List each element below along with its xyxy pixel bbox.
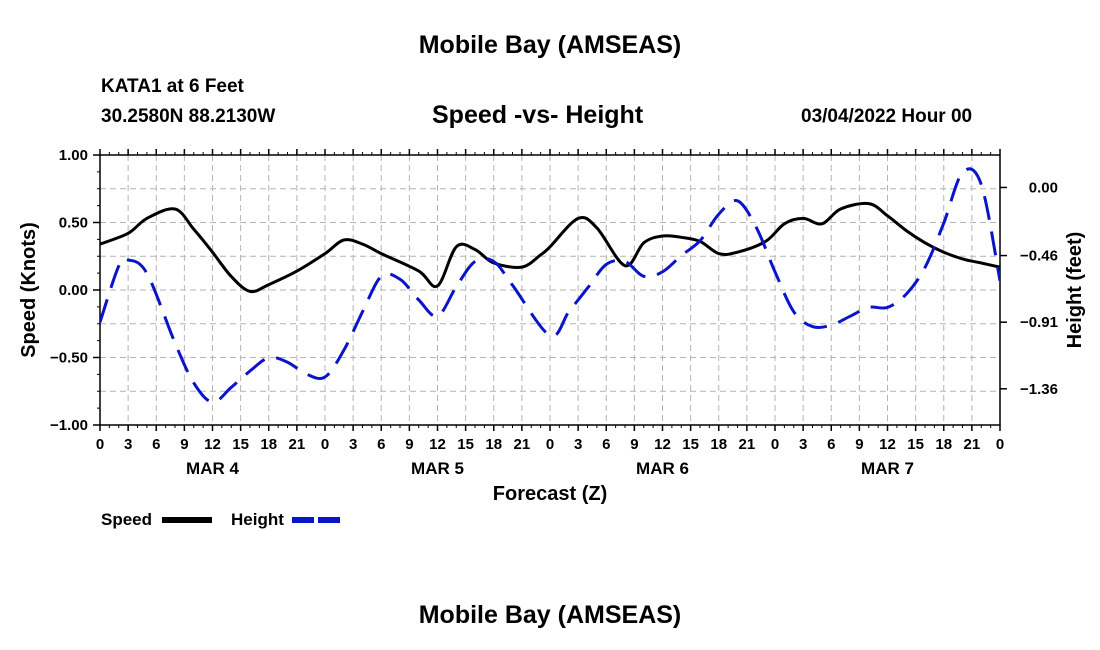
y-axis-title: Speed (Knots) xyxy=(18,222,40,358)
y2-tick-label: −1.36 xyxy=(1020,381,1058,398)
y-tick-label: 0.00 xyxy=(59,282,88,299)
y2-tick-label: −0.91 xyxy=(1020,314,1058,331)
x-tick-label: 0 xyxy=(96,436,104,453)
chart-title: Mobile Bay (AMSEAS) xyxy=(418,31,682,59)
x-tick-label: 18 xyxy=(710,436,727,453)
x-tick-label: 3 xyxy=(574,436,582,453)
x-tick-label: 18 xyxy=(260,436,277,453)
coordinates-label: 30.2580N 88.2130W xyxy=(101,106,276,127)
x-tick-label: 12 xyxy=(429,436,446,453)
x-tick-label: 15 xyxy=(907,436,924,453)
x-tick-label: 21 xyxy=(964,436,981,453)
x-tick-label: 21 xyxy=(289,436,306,453)
x-tick-label: 0 xyxy=(321,436,329,453)
day-label: MAR 5 xyxy=(411,459,464,478)
x-tick-label: 21 xyxy=(514,436,531,453)
x-tick-label: 0 xyxy=(996,436,1004,453)
y-tick-label: 1.00 xyxy=(59,147,88,164)
x-tick-label: 3 xyxy=(799,436,807,453)
day-label: MAR 7 xyxy=(861,459,914,478)
y-tick-label: 0.50 xyxy=(59,215,88,232)
x-tick-label: 6 xyxy=(377,436,385,453)
x-tick-label: 6 xyxy=(827,436,835,453)
legend-speed-label: Speed xyxy=(101,510,152,529)
chart-subtitle: Speed -vs- Height xyxy=(432,101,644,129)
x-tick-label: 12 xyxy=(879,436,896,453)
x-tick-label: 6 xyxy=(602,436,610,453)
y-tick-label: −1.00 xyxy=(50,417,88,434)
y2-axis-title: Height (feet) xyxy=(1064,232,1086,349)
x-tick-label: 9 xyxy=(855,436,863,453)
x-tick-label: 12 xyxy=(204,436,221,453)
x-axis-title: Forecast (Z) xyxy=(493,483,607,505)
speed-series-line xyxy=(100,201,1000,294)
x-tick-label: 15 xyxy=(682,436,699,453)
x-tick-label: 0 xyxy=(771,436,779,453)
station-label: KATA1 at 6 Feet xyxy=(101,76,244,97)
x-tick-label: 12 xyxy=(654,436,671,453)
y2-tick-label: 0.00 xyxy=(1029,179,1058,196)
x-tick-label: 15 xyxy=(457,436,474,453)
x-tick-label: 18 xyxy=(485,436,502,453)
bottom-chart-title: Mobile Bay (AMSEAS) xyxy=(418,601,682,629)
forecast-datestamp: 03/04/2022 Hour 00 xyxy=(801,106,973,127)
x-tick-label: 15 xyxy=(232,436,249,453)
x-tick-label: 3 xyxy=(124,436,132,453)
x-tick-label: 9 xyxy=(630,436,638,453)
x-tick-label: 9 xyxy=(405,436,413,453)
x-tick-label: 3 xyxy=(349,436,357,453)
day-label: MAR 4 xyxy=(186,459,239,478)
x-tick-label: 9 xyxy=(180,436,188,453)
day-label: MAR 6 xyxy=(636,459,689,478)
x-tick-label: 18 xyxy=(935,436,952,453)
x-tick-label: 0 xyxy=(546,436,554,453)
x-tick-label: 6 xyxy=(152,436,160,453)
y2-tick-label: −0.46 xyxy=(1020,248,1058,265)
y-tick-label: −0.50 xyxy=(50,350,88,367)
height-series-line xyxy=(100,167,1000,404)
x-tick-label: 21 xyxy=(739,436,756,453)
legend-height-label: Height xyxy=(231,510,284,529)
